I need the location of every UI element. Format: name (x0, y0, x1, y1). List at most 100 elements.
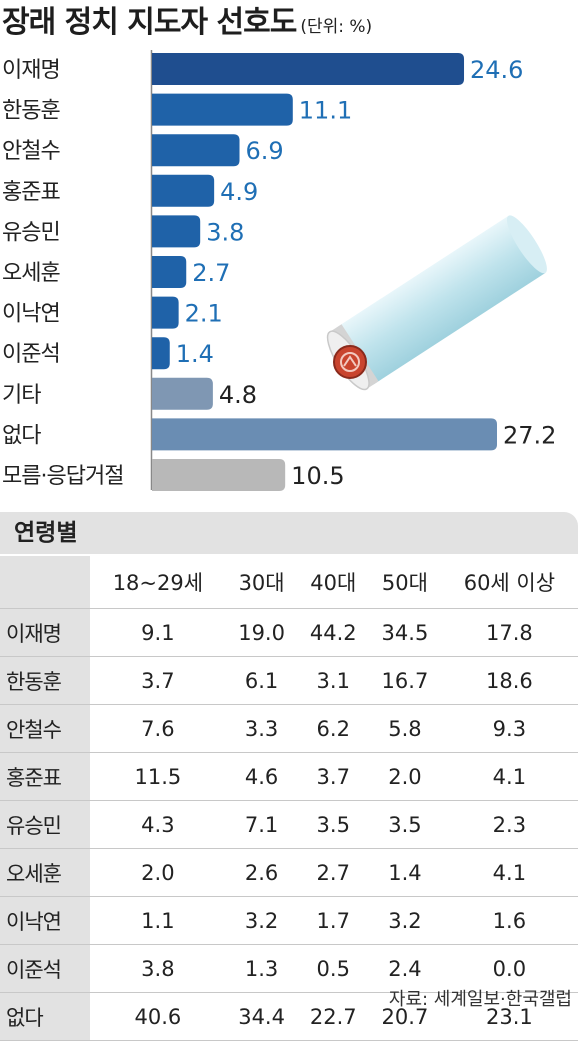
unit-label: (단위: %) (300, 17, 373, 37)
bar (152, 377, 213, 410)
table-cell: 0.0 (440, 944, 578, 993)
table-cell: 2.6 (225, 848, 298, 897)
age-table-corner (0, 556, 90, 609)
table-cell: 4.6 (225, 752, 298, 801)
table-cell: 34.5 (369, 608, 441, 657)
table-cell: 3.2 (369, 896, 441, 945)
age-col-header: 30대 (225, 556, 298, 609)
row-label: 이준석 (0, 944, 90, 993)
bar (152, 134, 240, 167)
table-cell: 9.1 (90, 608, 226, 657)
table-row: 홍준표 11.5 4.6 3.7 2.0 4.1 (0, 752, 578, 801)
source-note: 자료: 세계일보·한국갤럽 (388, 989, 572, 1010)
bar (152, 459, 286, 491)
table-cell: 2.3 (440, 800, 578, 849)
bar-value-label: 10.5 (291, 462, 344, 490)
bar-category-label: 모름·응답거절 (2, 464, 123, 489)
table-row: 안철수 7.6 3.3 6.2 5.8 9.3 (0, 704, 578, 753)
bar-chart: 이재명 24.6 한동훈 11.1 안철수 6.9 홍준표 4.9 유승민 3.8 오세훈 2.7 이낙… (2, 50, 556, 491)
bar-value-label: 2.7 (192, 259, 230, 287)
bar (152, 215, 201, 248)
table-cell: 3.5 (297, 800, 370, 849)
bar-category-label: 홍준표 (2, 180, 60, 205)
table-row: 이준석 3.8 1.3 0.5 2.4 0.0 (0, 944, 578, 993)
table-cell: 44.2 (297, 608, 370, 657)
age-section-title: 연령별 (14, 520, 78, 546)
bar-category-label: 기타 (2, 383, 41, 408)
table-row: 유승민 4.3 7.1 3.5 3.5 2.3 (0, 800, 578, 849)
age-table: 18~29세 30대 40대 50대 60세 이상 이재명 9.1 19.0 44.2… (0, 556, 578, 1041)
bar-category-label: 없다 (2, 423, 41, 448)
age-col-header: 60세 이상 (440, 556, 578, 609)
chart-header: 장래 정치 지도자 선호도 (단위: %) (2, 0, 372, 46)
table-cell: 7.1 (225, 800, 298, 849)
row-label: 이재명 (0, 608, 90, 657)
table-cell: 2.0 (369, 752, 441, 801)
table-cell: 3.7 (297, 752, 370, 801)
table-cell: 1.6 (440, 896, 578, 945)
bar (152, 418, 497, 451)
bar (152, 337, 170, 370)
bar-value-label: 4.9 (220, 178, 258, 206)
row-label: 홍준표 (0, 752, 90, 801)
table-cell: 3.2 (225, 896, 298, 945)
bar-category-label: 유승민 (2, 220, 60, 245)
bar-value-label: 27.2 (503, 421, 556, 449)
table-cell: 6.1 (225, 656, 298, 705)
table-cell: 16.7 (369, 656, 441, 705)
table-cell: 3.8 (90, 944, 226, 993)
bar-value-label: 1.4 (176, 340, 214, 368)
table-row: 한동훈 3.7 6.1 3.1 16.7 18.6 (0, 656, 578, 705)
table-cell: 3.7 (90, 656, 226, 705)
table-cell: 7.6 (90, 704, 226, 753)
table-cell: 4.1 (440, 848, 578, 897)
bar-category-label: 이재명 (2, 58, 60, 83)
table-cell: 3.3 (225, 704, 298, 753)
bar-category-label: 오세훈 (2, 261, 60, 286)
table-cell: 19.0 (225, 608, 298, 657)
bar-category-label: 안철수 (2, 139, 60, 164)
bar-value-label: 3.8 (206, 218, 244, 246)
bar-category-label: 한동훈 (2, 99, 60, 124)
bar (152, 296, 179, 329)
row-label: 한동훈 (0, 656, 90, 705)
row-label: 이낙연 (0, 896, 90, 945)
table-cell: 4.3 (90, 800, 226, 849)
table-cell: 1.1 (90, 896, 226, 945)
bar (152, 93, 293, 126)
table-cell: 2.7 (297, 848, 370, 897)
table-cell: 18.6 (440, 656, 578, 705)
bar-value-label: 6.9 (246, 137, 284, 165)
table-cell: 2.0 (90, 848, 226, 897)
table-cell: 6.2 (297, 704, 370, 753)
table-cell: 1.3 (225, 944, 298, 993)
chart-title: 장래 정치 지도자 선호도 (2, 5, 297, 40)
bar-value-label: 11.1 (299, 97, 352, 125)
bar-category-label: 이준석 (2, 342, 60, 367)
bar-value-label: 4.8 (219, 381, 257, 409)
table-row: 이낙연 1.1 3.2 1.7 3.2 1.6 (0, 896, 578, 945)
age-table-body: 이재명 9.1 19.0 44.2 34.5 17.8 한동훈 3.7 6.1 3.1 16.7 18… (0, 608, 578, 1041)
row-label: 안철수 (0, 704, 90, 753)
table-row: 오세훈 2.0 2.6 2.7 1.4 4.1 (0, 848, 578, 897)
age-table-header-row: 18~29세 30대 40대 50대 60세 이상 (0, 556, 578, 609)
table-cell: 3.5 (369, 800, 441, 849)
table-cell: 3.1 (297, 656, 370, 705)
table-cell: 1.4 (369, 848, 441, 897)
row-label: 유승민 (0, 800, 90, 849)
table-cell: 0.5 (297, 944, 370, 993)
age-col-header: 50대 (369, 556, 441, 609)
bar-value-label: 24.6 (470, 56, 523, 84)
table-cell: 9.3 (440, 704, 578, 753)
table-cell: 5.8 (369, 704, 441, 753)
ballot-stamp-icon (326, 215, 547, 391)
table-cell: 17.8 (440, 608, 578, 657)
bars-group: 이재명 24.6 한동훈 11.1 안철수 6.9 홍준표 4.9 유승민 3.8 오세훈 2.7 이낙… (2, 53, 556, 491)
bar (152, 174, 215, 207)
table-row: 이재명 9.1 19.0 44.2 34.5 17.8 (0, 608, 578, 657)
age-col-header: 18~29세 (90, 556, 226, 609)
bar (152, 256, 187, 288)
row-label: 오세훈 (0, 848, 90, 897)
bar-category-label: 이낙연 (2, 302, 60, 327)
bar (152, 53, 465, 85)
